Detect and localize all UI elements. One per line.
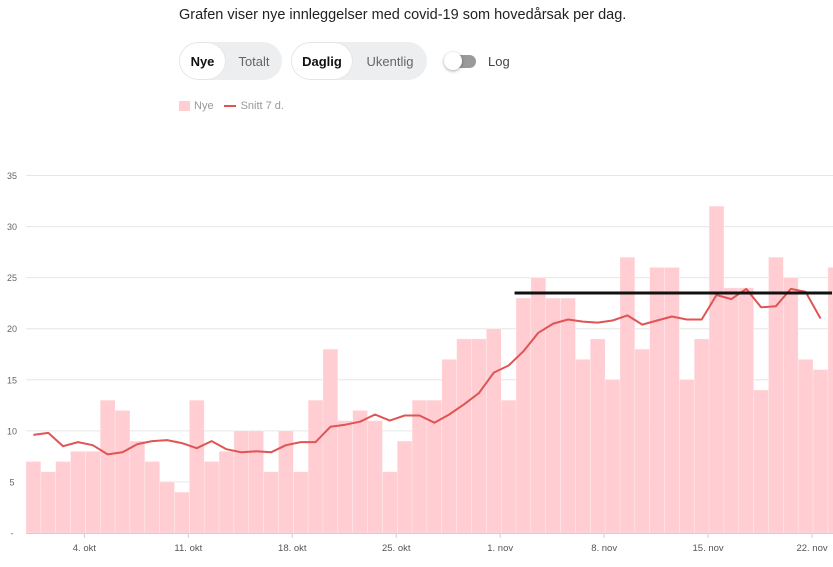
bar[interactable] (352, 410, 368, 534)
bar[interactable] (768, 256, 784, 534)
bar[interactable] (708, 205, 725, 534)
bar[interactable] (218, 450, 235, 534)
x-tick-label: 1. nov (487, 543, 513, 554)
average-line[interactable] (33, 287, 822, 456)
bar[interactable] (530, 277, 547, 534)
bar[interactable] (575, 359, 591, 534)
bar[interactable] (70, 450, 86, 534)
y-tick-label: 10 (7, 426, 17, 436)
bar[interactable] (649, 267, 665, 534)
bar[interactable] (55, 461, 71, 534)
x-tick-label: 11. okt (174, 543, 202, 554)
bar[interactable] (471, 338, 487, 534)
bar[interactable] (233, 430, 250, 534)
metric-toggle: Nye Totalt (179, 42, 282, 80)
log-switch-label: Log (488, 54, 510, 69)
metric-option-new[interactable]: Nye (179, 42, 226, 80)
bar[interactable] (797, 359, 814, 534)
y-tick-label: 5 (9, 477, 14, 487)
y-tick-label: 30 (7, 222, 17, 232)
bar[interactable] (337, 420, 354, 534)
bar[interactable] (382, 471, 398, 534)
period-option-daily[interactable]: Daglig (291, 42, 353, 80)
bar[interactable] (486, 328, 502, 534)
legend-bar-label[interactable]: Nye (194, 100, 214, 112)
bar[interactable] (515, 297, 532, 534)
legend-bar-swatch (179, 101, 190, 111)
bar[interactable] (411, 399, 428, 534)
bar[interactable] (396, 440, 413, 534)
bar[interactable] (664, 267, 680, 534)
bar[interactable] (159, 481, 175, 534)
bar[interactable] (174, 491, 190, 534)
bar[interactable] (292, 471, 309, 534)
legend-line-swatch (223, 105, 236, 107)
bar[interactable] (25, 461, 42, 534)
y-tick-label: 25 (7, 273, 17, 283)
period-toggle: Daglig Ukentlig (291, 42, 427, 80)
y-tick-label: 20 (7, 324, 17, 334)
y-tick-label: - (11, 529, 14, 539)
bar[interactable] (99, 399, 116, 534)
bar[interactable] (441, 359, 457, 534)
bar[interactable] (203, 461, 220, 534)
metric-option-total[interactable]: Totalt (238, 53, 270, 69)
bar[interactable] (827, 267, 833, 534)
chart-caption: Grafen viser nye innleggelser med covid-… (179, 7, 627, 23)
bar[interactable] (545, 297, 561, 534)
bar[interactable] (812, 369, 829, 534)
y-tick-label: 35 (7, 171, 17, 181)
period-option-weekly[interactable]: Ukentlig (366, 53, 414, 69)
x-tick-label: 4. okt (73, 543, 97, 554)
bar[interactable] (456, 338, 472, 534)
x-tick-label: 22. nov (796, 543, 827, 554)
bar[interactable] (500, 399, 517, 534)
bar[interactable] (589, 338, 606, 534)
x-tick-label: 8. nov (591, 543, 617, 554)
bar[interactable] (144, 461, 160, 534)
bar[interactable] (634, 348, 650, 534)
bar[interactable] (263, 471, 279, 534)
bar[interactable] (560, 297, 576, 534)
x-tick-label: 15. nov (693, 543, 724, 554)
bar[interactable] (679, 379, 695, 534)
bar[interactable] (738, 287, 754, 534)
x-tick-label: 25. okt (382, 543, 411, 554)
bar[interactable] (604, 379, 621, 534)
chart-legend: Nye Snitt 7 d. (179, 100, 284, 112)
y-tick-label: 15 (7, 375, 17, 385)
bar[interactable] (189, 399, 205, 534)
bar[interactable] (367, 420, 383, 534)
bar[interactable] (85, 450, 101, 534)
bar[interactable] (129, 440, 146, 534)
bar[interactable] (783, 277, 799, 534)
bar[interactable] (619, 256, 636, 534)
bar[interactable] (693, 338, 710, 534)
bar[interactable] (753, 389, 769, 534)
log-switch-knob (444, 52, 462, 70)
bar[interactable] (248, 430, 264, 534)
bar[interactable] (307, 399, 324, 534)
legend-line-label[interactable]: Snitt 7 d. (240, 100, 284, 112)
bar[interactable] (114, 410, 131, 534)
log-switch[interactable] (444, 52, 476, 70)
bar[interactable] (723, 287, 740, 534)
bar[interactable] (40, 471, 56, 534)
bar[interactable] (322, 348, 339, 534)
x-tick-label: 18. okt (278, 543, 307, 554)
